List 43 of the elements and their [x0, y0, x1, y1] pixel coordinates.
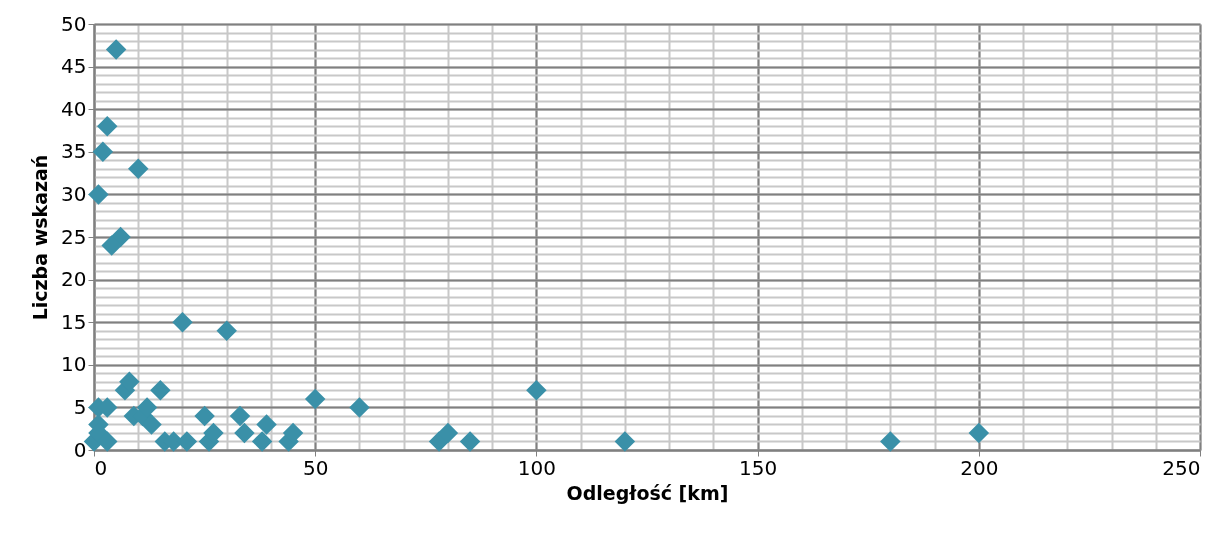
point [229, 405, 251, 427]
point [251, 431, 273, 452]
x-tick-label: 150 [739, 455, 778, 480]
point [526, 380, 547, 401]
x-tick-label: 100 [517, 455, 556, 480]
point [127, 158, 149, 180]
point [349, 397, 370, 418]
y-axis-title: Liczba wskazań [29, 154, 52, 321]
point [216, 320, 237, 341]
y-tick-label: 40 [61, 96, 87, 121]
point [437, 422, 459, 444]
y-tick-label: 25 [61, 224, 87, 249]
point [234, 422, 255, 444]
x-tick-label: 250 [1162, 455, 1201, 480]
point [141, 414, 162, 435]
y-tick-label: 45 [61, 54, 87, 79]
y-tick-label: 35 [61, 139, 87, 164]
y-tick-label: 10 [61, 352, 87, 377]
point [150, 380, 171, 401]
y-tick-label: 5 [73, 394, 87, 419]
point [304, 388, 326, 410]
x-tick-label: 200 [960, 455, 999, 480]
point [101, 235, 122, 256]
y-tick-label: 15 [61, 309, 87, 334]
point [880, 431, 901, 452]
point [968, 422, 990, 444]
y-tick-label: 30 [61, 181, 87, 206]
x-tick-label: 0 [94, 455, 108, 480]
point [459, 431, 481, 452]
y-tick-label: 0 [73, 437, 87, 462]
x-axis-title: Odległość [km] [566, 481, 729, 504]
point [614, 431, 636, 452]
x-tick-label: 50 [302, 455, 329, 480]
point [105, 39, 127, 60]
point [97, 431, 118, 452]
y-tick-label: 20 [61, 267, 87, 292]
point [194, 405, 215, 427]
point [97, 115, 118, 137]
point [88, 184, 109, 205]
point [256, 414, 277, 435]
point [92, 141, 114, 163]
y-tick-label: 50 [61, 11, 87, 36]
point [172, 311, 193, 333]
